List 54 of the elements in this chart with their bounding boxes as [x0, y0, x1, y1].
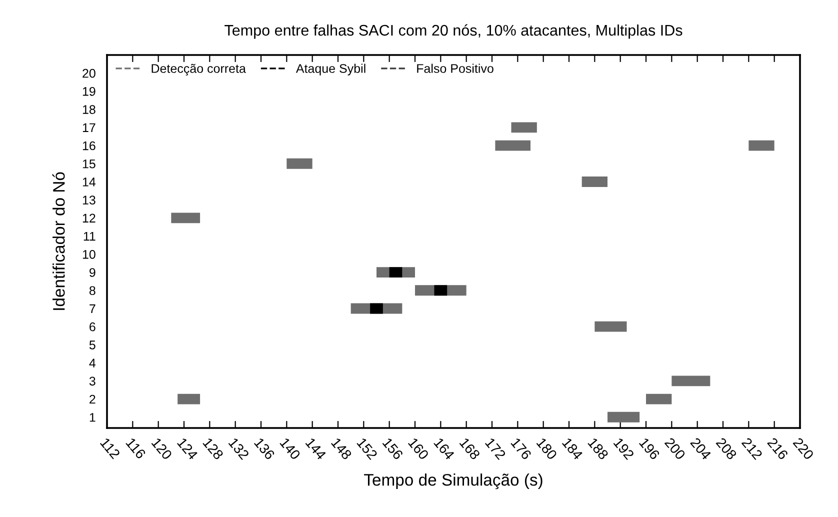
x-tick-label: 144 [305, 437, 327, 460]
y-tick-label: 15 [82, 160, 96, 168]
legend-label: Detecção correta [152, 64, 246, 76]
y-tick-label: 1 [90, 413, 96, 422]
x-tick-label: 112 [100, 437, 121, 460]
y-tick-label: 20 [82, 68, 96, 78]
x-tick-label: 172 [484, 437, 506, 460]
y-tick-label: 5 [89, 340, 96, 350]
x-tick-label: 176 [510, 437, 532, 460]
y-tick-label: 18 [82, 105, 96, 114]
legend-label: Falso Positivo [417, 64, 494, 73]
y-tick-label: 11 [84, 232, 96, 241]
y-tick-label: 10 [82, 250, 96, 259]
x-tick-label: 220 [792, 437, 814, 460]
x-tick-label: 164 [434, 437, 456, 460]
x-tick-label: 216 [766, 437, 789, 460]
x-tick-label: 136 [254, 437, 276, 460]
x-tick-label: 200 [664, 437, 686, 460]
x-tick-label: 116 [126, 437, 146, 460]
x-tick-label: 180 [536, 437, 558, 460]
x-tick-label: 184 [562, 437, 584, 460]
y-tick-label: 17 [82, 123, 96, 132]
x-tick-label: 168 [459, 437, 481, 460]
x-axis-title: Tempo de Simulação (s) [364, 474, 542, 490]
chart-title: Tempo entre falhas SACI com 20 nós, 10% atacantes, Multiplas IDs [224, 24, 682, 39]
x-tick-label: 124 [176, 437, 198, 460]
y-tick-label: 14 [82, 178, 96, 186]
x-tick-label: 204 [690, 437, 712, 460]
y-tick-label: 13 [82, 196, 96, 205]
x-tick-label: 132 [228, 437, 250, 460]
y-tick-label: 8 [89, 286, 96, 296]
y-tick-label: 4 [89, 358, 96, 368]
x-tick-label: 140 [280, 437, 301, 460]
y-tick-label: 19 [82, 87, 96, 96]
y-tick-label: 7 [90, 304, 96, 314]
y-tick-label: 9 [90, 268, 96, 277]
x-tick-label: 120 [151, 437, 173, 460]
x-tick-label: 148 [330, 437, 352, 460]
y-tick-label: 16 [82, 141, 96, 150]
x-tick-label: 196 [638, 437, 660, 460]
x-tick-label: 156 [382, 437, 404, 460]
x-tick-label: 192 [613, 437, 634, 460]
y-tick-label: 3 [89, 376, 96, 386]
x-tick-label: 212 [741, 437, 763, 460]
y-axis-title: Identificador do Nó [52, 172, 65, 310]
x-tick-label: 208 [716, 437, 738, 460]
y-tick-label: 12 [82, 214, 96, 222]
y-tick-label: 2 [90, 394, 96, 404]
x-tick-label: 188 [588, 437, 609, 460]
x-tick-label: 160 [408, 437, 430, 460]
legend-label: Ataque Sybil [296, 64, 366, 76]
x-tick-label: 152 [356, 437, 378, 460]
y-tick-label: 6 [90, 322, 96, 332]
x-tick-label: 128 [202, 437, 224, 460]
